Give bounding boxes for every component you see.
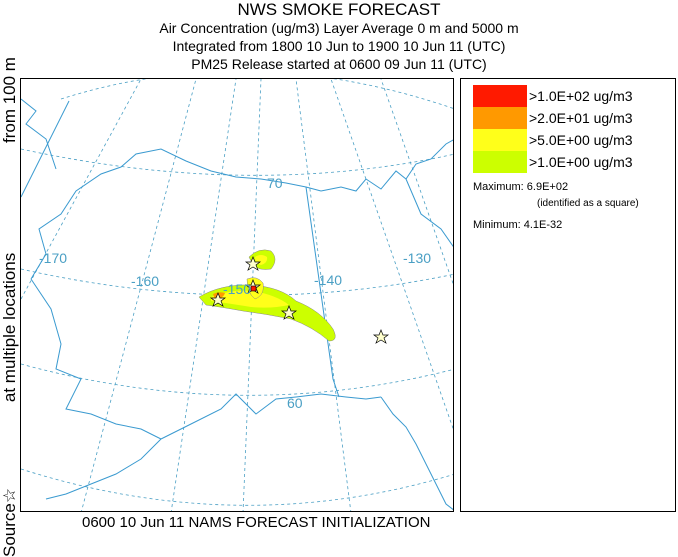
legend-label-2: >2.0E+01 ug/m3 [529,110,633,126]
panhandle-coast [380,396,453,511]
source-star-1 [209,292,227,307]
source-star-4 [280,305,298,320]
coastlines [21,98,453,511]
lon-line-165 [81,79,197,511]
map-panel: -170 -160 -150 -140 -130 70 60 [20,78,454,512]
source-star-2 [244,256,262,271]
lon-line-120 [380,79,453,285]
arctic-coast-east [320,139,453,192]
smoke-plumes [198,249,336,342]
south-coast [160,393,382,440]
legend-label-4: >1.0E+00 ug/m3 [529,154,633,170]
source-label: Source [0,503,19,557]
lon-line-130 [330,79,453,430]
canada-coast [405,178,453,248]
star-icon: ☆ [0,487,19,504]
lat-label-60: 60 [287,395,303,411]
legend-label-1: >1.0E+02 ug/m3 [529,88,633,104]
lon-label-140: -140 [314,272,342,288]
lon-label-160: -160 [131,273,159,289]
lat-line-65 [21,268,453,296]
maximum-square [250,285,257,292]
source-side-label: Source☆ at multiple locations from 100 m [0,57,21,557]
aleutian-chain [45,438,162,500]
legend-item-1: >1.0E+02 ug/m3 [473,85,633,107]
plume-main-inner [211,290,289,308]
subtitle-line-1: Air Concentration (ug/m3) Layer Average … [159,20,519,36]
siberia-coast [21,98,57,170]
lat-line-70 [21,148,453,176]
lat-line-75 [60,79,453,109]
legend-item-3: >5.0E+00 ug/m3 [473,129,633,151]
lat-line-55 [21,468,453,506]
lon-line-140 [295,79,352,511]
legend-swatch-1 [473,85,527,107]
legend-label-3: >5.0E+00 ug/m3 [529,132,633,148]
legend-panel: >1.0E+02 ug/m3 >2.0E+01 ug/m3 >5.0E+00 u… [460,78,676,512]
lon-line-160 [170,79,237,511]
minimum-value: Minimum: 4.1E-32 [473,219,563,231]
source-star-5 [372,329,390,344]
legend-swatch-2 [473,107,527,129]
footer-initialization: 0600 10 Jun 11 NAMS FORECAST INITIALIZAT… [82,514,431,531]
legend-item-4: >1.0E+00 ug/m3 [473,151,633,173]
west-coast [30,278,162,440]
legend-swatch-3 [473,129,527,151]
page-title: NWS SMOKE FORECAST [237,0,441,19]
latitude-lines [21,79,453,506]
legend-swatch-4 [473,151,527,173]
lon-label-130: -130 [403,250,431,266]
lat-line-60 [21,363,453,396]
lon-label-170: -170 [39,250,67,266]
date-line [21,100,70,198]
subtitle-line-2: Integrated from 1800 10 Jun to 1900 10 J… [172,38,506,54]
lat-label-70: 70 [267,175,283,191]
maximum-note: (identified as a square) [537,198,639,209]
locations-label: at multiple locations [0,252,19,403]
alaska-canada-border [305,186,340,398]
height-label: from 100 m [0,57,19,143]
smoke-map: -170 -160 -150 -140 -130 70 60 [21,79,453,511]
graticule-labels: -170 -160 -150 -140 -130 70 60 [39,175,431,411]
maximum-value: Maximum: 6.9E+02 [473,181,569,193]
lon-label-150: -150 [223,281,251,297]
north-coast [30,148,322,280]
subtitle-line-3: PM25 Release started at 0600 09 Jun 11 (… [191,56,487,72]
legend-item-2: >2.0E+01 ug/m3 [473,107,633,129]
